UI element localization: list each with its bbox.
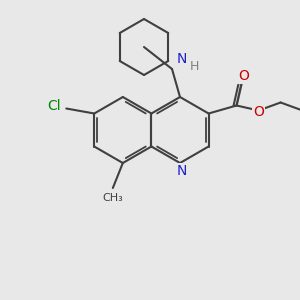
Text: N: N <box>177 164 187 178</box>
Text: CH₃: CH₃ <box>103 193 123 203</box>
Text: N: N <box>177 52 187 66</box>
Text: O: O <box>253 104 264 118</box>
Text: Cl: Cl <box>47 100 61 113</box>
Text: O: O <box>238 68 249 83</box>
Text: H: H <box>189 61 199 74</box>
